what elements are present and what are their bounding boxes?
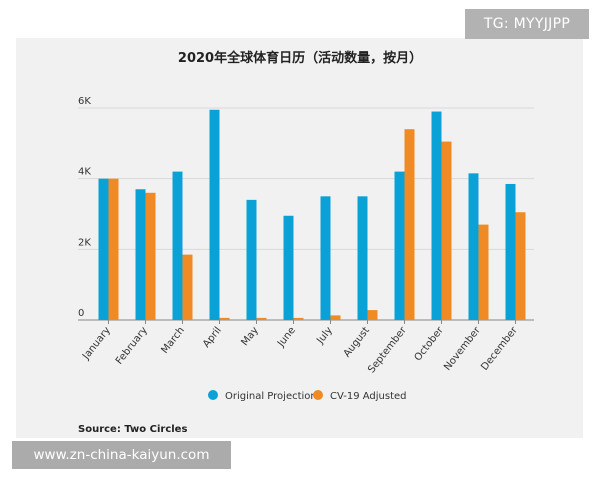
bar-adjusted-july (330, 315, 341, 320)
bar-adjusted-august (367, 310, 378, 320)
legend: Original Projection CV-19 Adjusted (208, 390, 407, 402)
bar-original-february (135, 189, 146, 320)
bar-adjusted-march (182, 254, 193, 320)
bar-adjusted-january (108, 178, 119, 320)
x-tick-label: October (413, 324, 447, 363)
chart-title: 2020年全球体育日历（活动数量，按月） (178, 50, 422, 66)
y-tick-label: 4K (78, 167, 91, 178)
x-tick-label: December (479, 324, 520, 372)
bars (98, 109, 526, 321)
y-tick-label: 6K (78, 96, 91, 107)
bar-original-october (431, 111, 442, 321)
y-axis-ticks: 0 2K 4K 6K (78, 96, 91, 319)
x-axis-ticks: January February March April May June July Augu… (80, 320, 520, 375)
bar-original-august (357, 196, 368, 320)
legend-label-original: Original Projection (225, 391, 317, 402)
bar-adjusted-november (478, 224, 489, 320)
watermark-top: TG: MYYJJPP (465, 9, 589, 39)
legend-marker-original (208, 390, 218, 400)
bar-adjusted-september (404, 129, 415, 320)
bar-original-june (283, 215, 294, 320)
bar-adjusted-april (219, 317, 230, 320)
legend-label-adjusted: CV-19 Adjusted (330, 391, 407, 402)
bar-original-november (468, 173, 479, 320)
x-tick-label: July (315, 325, 335, 347)
y-tick-label: 2K (78, 237, 91, 248)
bar-original-july (320, 196, 331, 320)
x-tick-label: February (114, 325, 150, 367)
chart-source: Source: Two Circles (78, 424, 187, 435)
bar-adjusted-december (515, 212, 526, 320)
x-tick-label: September (366, 324, 409, 375)
x-tick-label: June (275, 325, 298, 350)
x-tick-label: April (201, 325, 224, 350)
y-tick-label: 0 (78, 308, 84, 319)
legend-marker-adjusted (313, 390, 323, 400)
bar-original-march (172, 171, 183, 320)
bar-original-april (209, 109, 220, 321)
x-tick-label: January (80, 325, 113, 362)
x-tick-label: November (442, 324, 483, 372)
watermark-bottom: www.zn-china-kaiyun.com (12, 441, 231, 469)
bar-original-september (394, 171, 405, 320)
bar-original-may (246, 199, 257, 320)
bar-original-january (98, 178, 109, 320)
bar-adjusted-may (256, 317, 267, 320)
x-tick-label: May (239, 325, 260, 348)
bar-original-december (505, 183, 516, 320)
x-tick-label: March (159, 325, 186, 356)
x-tick-label: August (342, 325, 372, 359)
bar-adjusted-october (441, 141, 452, 320)
bar-adjusted-february (145, 192, 156, 320)
bar-adjusted-june (293, 317, 304, 320)
